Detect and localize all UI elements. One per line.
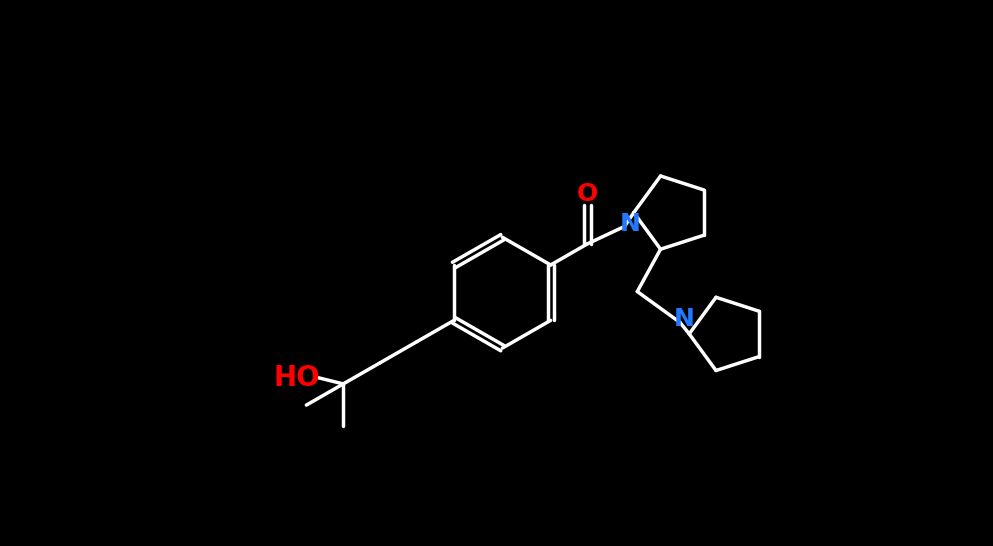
Text: HO: HO (273, 364, 320, 392)
Text: N: N (621, 212, 641, 236)
Text: N: N (674, 307, 695, 331)
Text: O: O (577, 182, 598, 206)
